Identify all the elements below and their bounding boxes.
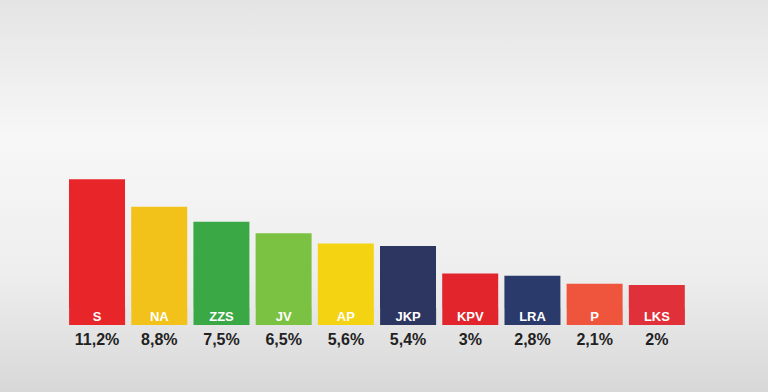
svg-text:5,4%: 5,4%: [390, 331, 426, 348]
svg-text:KPV: KPV: [457, 309, 484, 324]
svg-text:2,8%: 2,8%: [514, 331, 550, 348]
svg-text:JKP: JKP: [395, 309, 421, 324]
svg-text:LKS: LKS: [644, 309, 670, 324]
svg-text:JV: JV: [276, 309, 292, 324]
svg-text:7,5%: 7,5%: [203, 331, 239, 348]
svg-text:11,2%: 11,2%: [75, 331, 119, 348]
svg-text:2,1%: 2,1%: [576, 331, 612, 348]
svg-text:S: S: [93, 309, 102, 324]
svg-text:5,6%: 5,6%: [328, 331, 364, 348]
svg-text:P: P: [590, 309, 599, 324]
svg-text:6,5%: 6,5%: [265, 331, 301, 348]
svg-text:ZZS: ZZS: [209, 309, 234, 324]
svg-text:3%: 3%: [459, 331, 482, 348]
svg-text:2%: 2%: [645, 331, 668, 348]
svg-text:NA: NA: [150, 309, 169, 324]
svg-text:8,8%: 8,8%: [141, 331, 177, 348]
svg-text:LRA: LRA: [519, 309, 546, 324]
svg-text:AP: AP: [337, 309, 355, 324]
